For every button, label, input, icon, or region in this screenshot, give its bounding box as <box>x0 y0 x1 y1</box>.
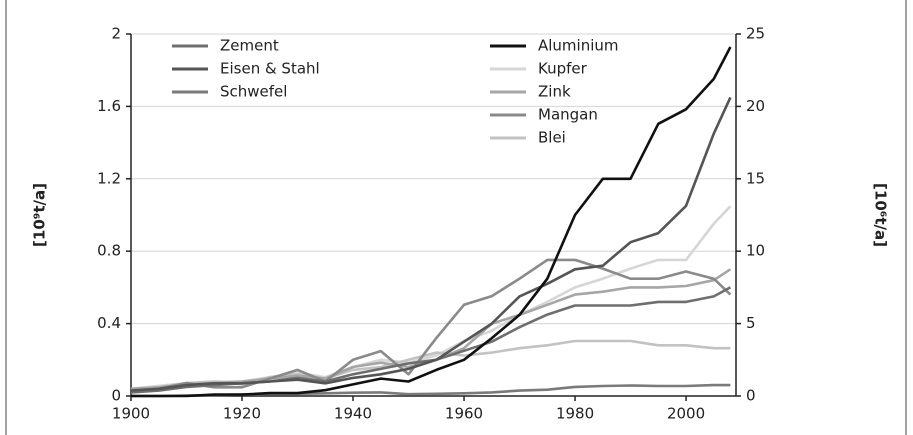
y2-axis-label: [10⁶t/a] <box>872 183 890 247</box>
x-tick-label: 1900 <box>112 405 150 423</box>
legend-label: Zink <box>538 83 571 101</box>
legend-label: Zement <box>220 37 279 55</box>
series-line <box>130 258 732 393</box>
y-tick-label: 0.4 <box>97 314 121 332</box>
y2-tick-label: 15 <box>746 169 765 187</box>
x-tick-label: 1920 <box>223 405 261 423</box>
legend-label: Kupfer <box>538 60 588 78</box>
y-tick-label: 0 <box>111 387 121 405</box>
y2-tick-label: 20 <box>746 97 765 115</box>
y-tick-label: 1.6 <box>97 97 121 115</box>
y-tick-label: 1.2 <box>97 169 121 187</box>
legend-label: Mangan <box>538 106 598 124</box>
y-tick-label: 2 <box>111 25 121 43</box>
series-line <box>130 286 732 394</box>
y2-tick-label: 0 <box>746 387 756 405</box>
y-tick-label: 0.8 <box>97 242 121 260</box>
x-tick-label: 2000 <box>667 405 705 423</box>
series-line <box>131 46 732 398</box>
legend-label: Aluminium <box>538 37 619 55</box>
legend-label: Schwefel <box>220 83 287 101</box>
y2-tick-label: 25 <box>746 25 765 43</box>
x-tick-label: 1960 <box>445 405 483 423</box>
y2-tick-label: 5 <box>746 314 756 332</box>
legend-label: Blei <box>538 129 566 147</box>
y2-tick-label: 10 <box>746 242 765 260</box>
legend-label: Eisen & Stahl <box>220 60 320 78</box>
x-tick-label: 1940 <box>334 405 372 423</box>
series-line <box>130 96 732 392</box>
y-axis-label: [10⁹t/a] <box>31 183 49 247</box>
x-tick-label: 1980 <box>556 405 594 423</box>
